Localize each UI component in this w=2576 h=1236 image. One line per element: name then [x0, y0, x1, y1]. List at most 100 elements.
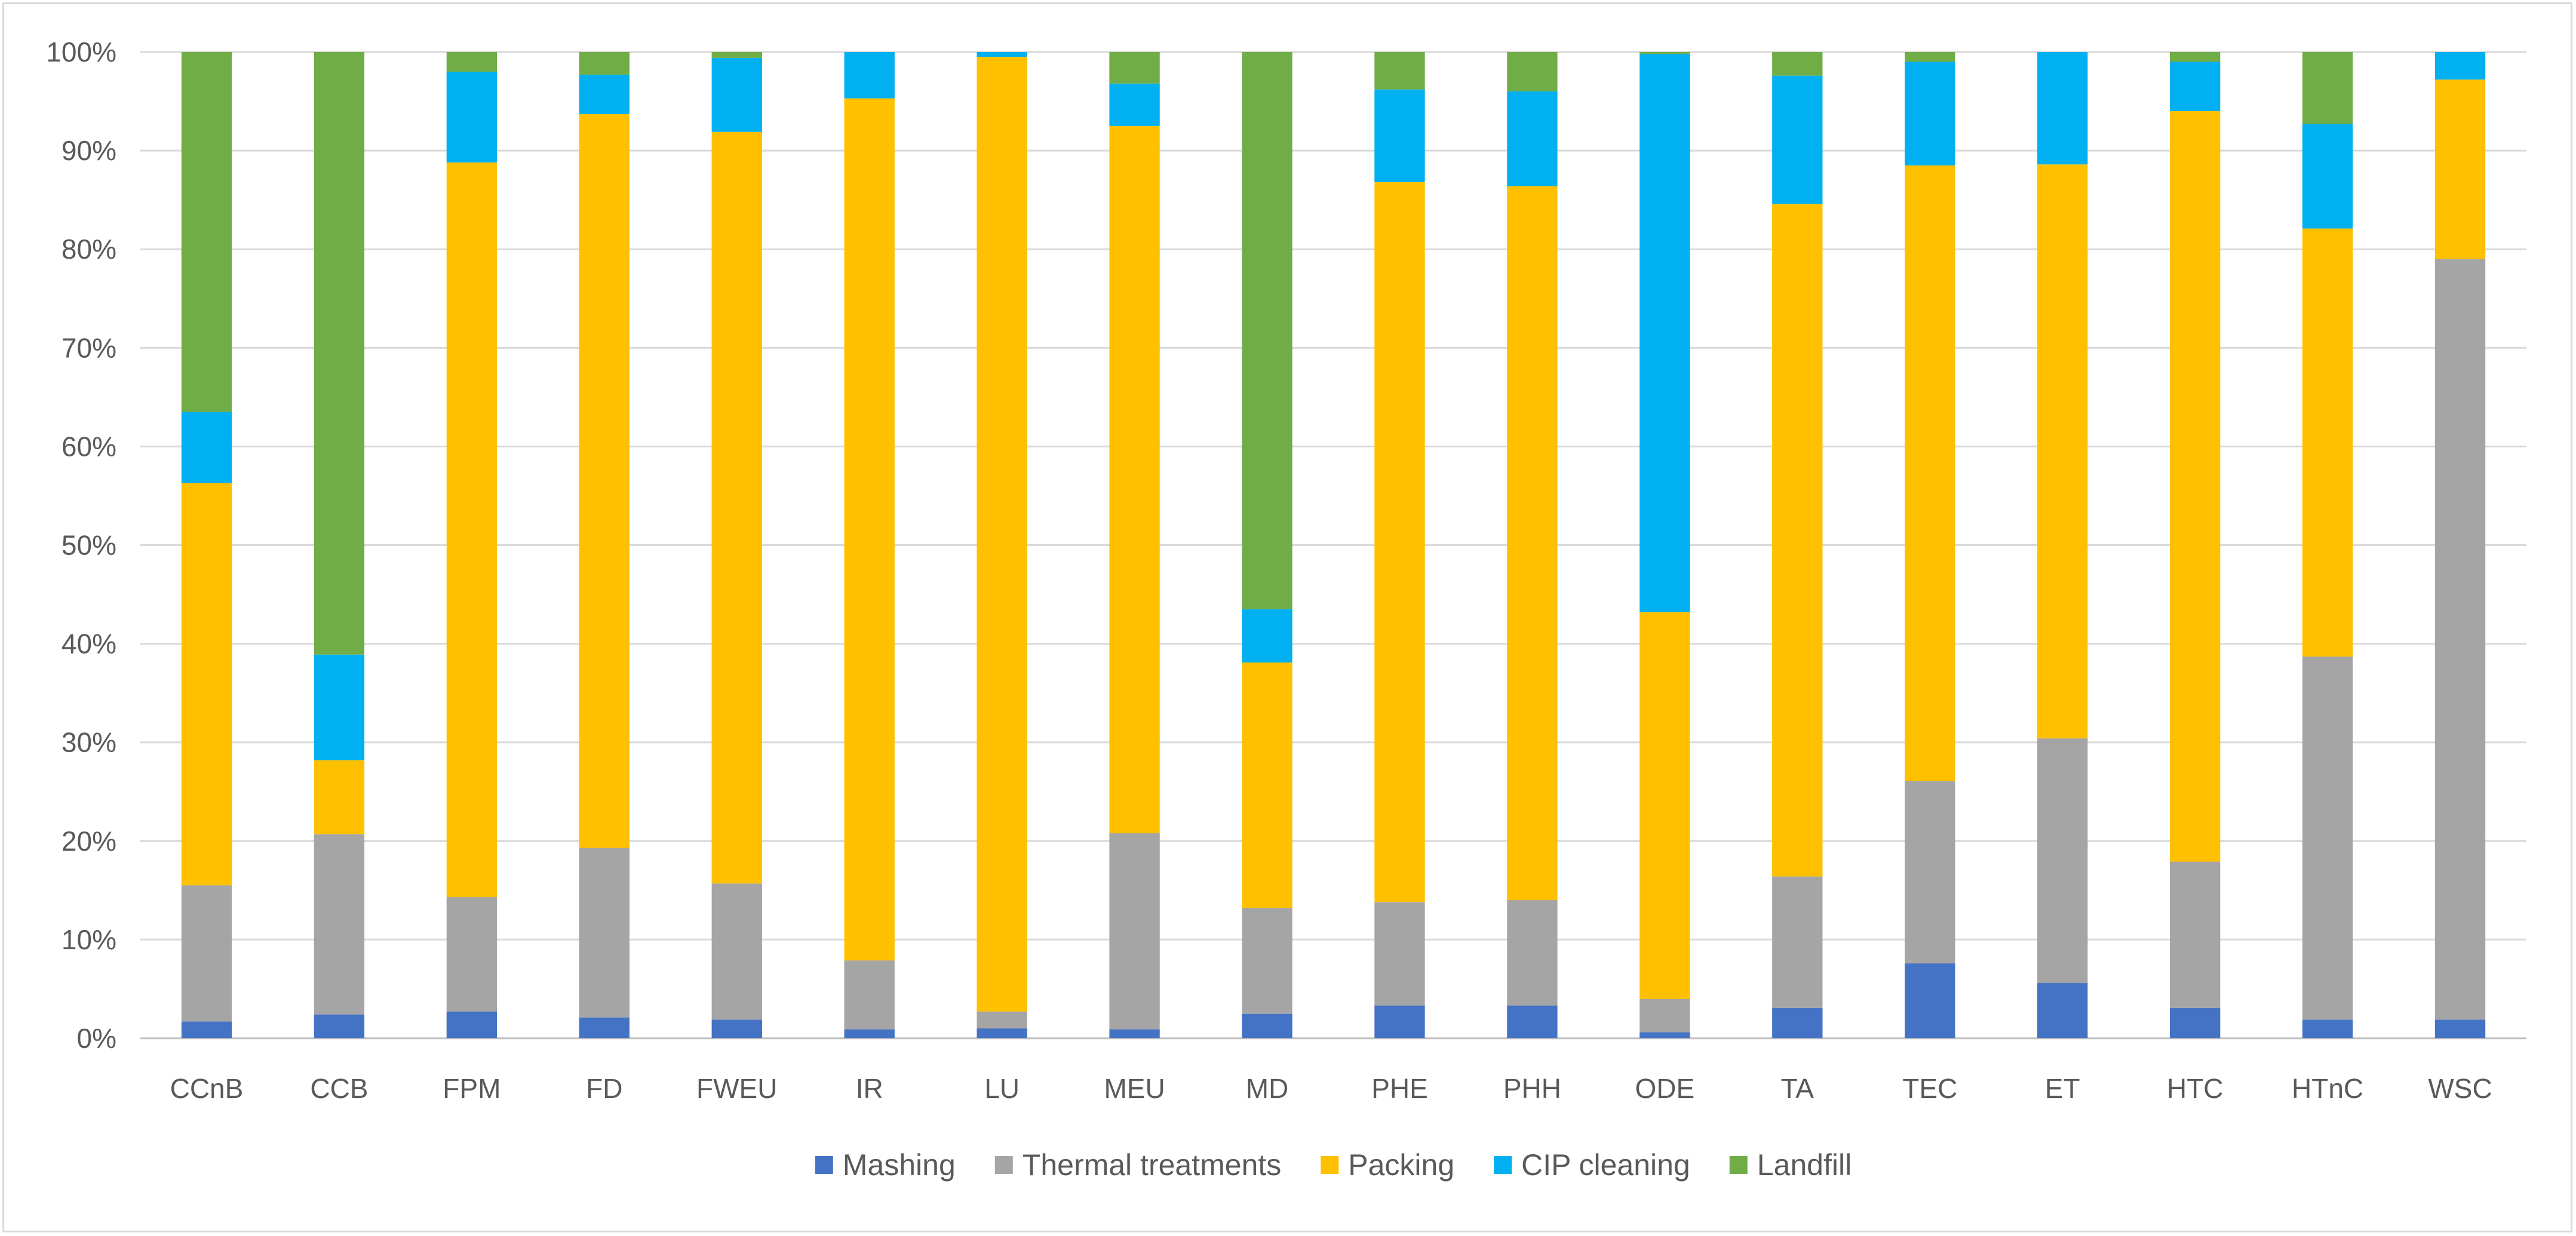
x-tick-label: FPM [443, 1073, 501, 1104]
bar-segment-packing [1374, 182, 1425, 903]
bar-segment-cip-cleaning [446, 72, 498, 162]
bar-segment-thermal-treatments [579, 848, 630, 1018]
bar-segment-thermal-treatments [1507, 900, 1558, 1006]
x-tick-label: MD [1246, 1073, 1289, 1104]
bar-segment-packing [2169, 111, 2221, 862]
bar-segment-mashing [2434, 1019, 2486, 1038]
bar-segment-packing [1242, 662, 1292, 909]
bar-segment-mashing [1507, 1005, 1558, 1038]
bars [181, 52, 2486, 1038]
x-tick-label: IR [856, 1073, 883, 1104]
bar-segment-packing [2302, 228, 2353, 657]
bar-segment-landfill [1242, 52, 1292, 609]
bar-segment-mashing [2302, 1019, 2353, 1038]
bar-segment-thermal-treatments [2037, 738, 2088, 983]
legend-label: CIP cleaning [1521, 1148, 1690, 1182]
bar-segment-packing [2434, 79, 2486, 259]
bar-segment-landfill [181, 52, 232, 412]
bar-segment-thermal-treatments [1374, 902, 1425, 1006]
y-tick-label: 100% [46, 36, 116, 68]
y-tick-label: 60% [62, 431, 116, 462]
bar-segment-thermal-treatments [1242, 908, 1292, 1014]
x-tick-label: CCnB [170, 1073, 244, 1104]
x-tick-label: MEU [1104, 1073, 1165, 1104]
bar-segment-mashing [181, 1021, 232, 1038]
y-axis-tick-labels: 0% 10% 20% 30% 40% 50% 60% 70% 80% 90% 100% [46, 36, 116, 1054]
bar-segment-thermal-treatments [314, 834, 365, 1015]
bar-segment-landfill [711, 52, 762, 58]
bar-segment-thermal-treatments [711, 883, 762, 1020]
bar-segment-thermal-treatments [446, 897, 498, 1012]
bar-segment-packing [711, 131, 762, 884]
y-tick-label: 50% [62, 530, 116, 561]
bar-segment-mashing [1242, 1013, 1292, 1038]
y-tick-label: 20% [62, 826, 116, 857]
bar-segment-cip-cleaning [2302, 124, 2353, 229]
y-tick-label: 0% [77, 1023, 116, 1054]
bar-segment-landfill [446, 52, 498, 72]
bar-segment-thermal-treatments [181, 885, 232, 1022]
bar-segment-thermal-treatments [1772, 876, 1823, 1008]
bar-segment-cip-cleaning [1109, 83, 1160, 126]
y-tick-label: 30% [62, 727, 116, 758]
bar-segment-cip-cleaning [2037, 52, 2088, 165]
bar-segment-landfill [2302, 52, 2353, 124]
x-tick-label: PHH [1503, 1073, 1561, 1104]
bar-segment-thermal-treatments [2169, 861, 2221, 1008]
bar-segment-landfill [1905, 52, 1955, 62]
bar-segment-mashing [844, 1029, 895, 1038]
bar-segment-packing [446, 162, 498, 897]
y-tick-label: 90% [62, 135, 116, 166]
bar-segment-packing [977, 57, 1027, 1012]
bar-segment-packing [181, 483, 232, 886]
bar-segment-mashing [446, 1011, 498, 1038]
x-axis-tick-labels: CCnB CCB FPM FD FWEU IR LU MEU MD PHE PHH ODE TA TEC E… [170, 1073, 2492, 1104]
bar-segment-mashing [2169, 1007, 2221, 1038]
x-tick-label: WSC [2428, 1073, 2492, 1104]
bar-segment-cip-cleaning [181, 412, 232, 483]
bar-segment-cip-cleaning [1507, 91, 1558, 186]
bar-segment-packing [1109, 125, 1160, 833]
x-tick-label: FWEU [696, 1073, 777, 1104]
bar-segment-mashing [2037, 983, 2088, 1038]
bar-segment-thermal-treatments [844, 960, 895, 1030]
x-tick-label: LU [984, 1073, 1020, 1104]
bar-segment-packing [1905, 165, 1955, 781]
bar-segment-packing [1639, 612, 1690, 999]
legend-item: Mashing [815, 1148, 956, 1182]
y-tick-label: 10% [62, 924, 116, 955]
legend-item: CIP cleaning [1494, 1148, 1690, 1182]
x-tick-label: TA [1781, 1073, 1814, 1104]
legend-swatch [1729, 1156, 1748, 1174]
bar-segment-mashing [1905, 963, 1955, 1038]
bar-segment-thermal-treatments [1109, 833, 1160, 1030]
x-tick-label: HTC [2167, 1073, 2224, 1104]
legend-label: Packing [1348, 1148, 1454, 1182]
x-tick-label: ODE [1635, 1073, 1695, 1104]
bar-segment-mashing [711, 1019, 762, 1038]
bar-segment-landfill [1772, 52, 1823, 76]
bar-segment-packing [579, 114, 630, 848]
x-tick-label: TEC [1902, 1073, 1957, 1104]
bar-segment-cip-cleaning [2169, 62, 2221, 112]
bar-segment-landfill [1507, 52, 1558, 92]
bar-segment-landfill [579, 52, 630, 75]
bar-segment-cip-cleaning [1374, 89, 1425, 182]
x-tick-label: HTnC [2292, 1073, 2363, 1104]
bar-segment-cip-cleaning [1772, 75, 1823, 204]
bar-segment-mashing [1639, 1032, 1690, 1038]
bar-segment-packing [844, 98, 895, 961]
y-tick-label: 70% [62, 332, 116, 363]
legend-label: Landfill [1757, 1148, 1852, 1182]
bar-segment-packing [1772, 204, 1823, 877]
bar-segment-thermal-treatments [2434, 259, 2486, 1020]
legend-swatch [1321, 1156, 1339, 1174]
bar-segment-thermal-treatments [1639, 998, 1690, 1033]
bar-segment-cip-cleaning [1242, 609, 1292, 663]
bar-segment-mashing [314, 1014, 365, 1038]
x-tick-label: PHE [1371, 1073, 1428, 1104]
bar-segment-cip-cleaning [1639, 54, 1690, 612]
bar-segment-landfill [314, 52, 365, 655]
bar-segment-landfill [1109, 52, 1160, 84]
